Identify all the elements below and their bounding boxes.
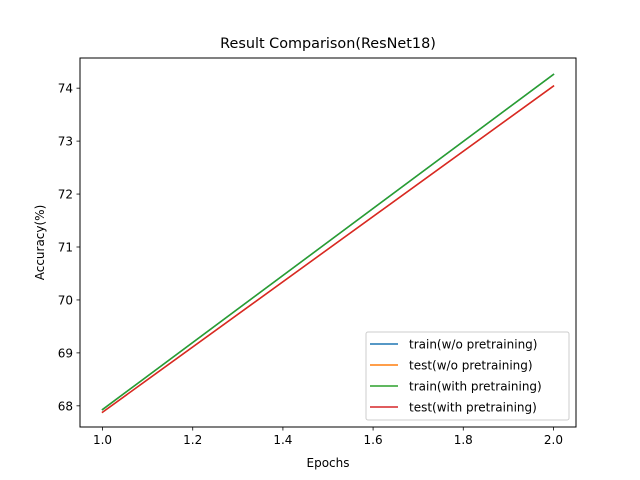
chart-title: Result Comparison(ResNet18) bbox=[220, 36, 436, 52]
legend: train(w/o pretraining) test(w/o pretraini… bbox=[365, 331, 570, 421]
legend-box bbox=[365, 331, 570, 421]
x-tick-label: 1.0 bbox=[93, 433, 112, 447]
legend-label: train(w/o pretraining) bbox=[409, 338, 537, 352]
y-axis-label: Accuracy(%) bbox=[33, 205, 47, 281]
plot-area bbox=[79, 57, 577, 428]
x-tick-label: 1.2 bbox=[183, 433, 202, 447]
y-tick-label: 74 bbox=[58, 82, 73, 96]
series-line bbox=[101, 85, 555, 414]
legend-label: test(w/o pretraining) bbox=[409, 359, 533, 373]
legend-label: train(with pretraining) bbox=[409, 380, 542, 394]
x-tick-label: 1.8 bbox=[454, 433, 473, 447]
x-axis-label: Epochs bbox=[307, 456, 350, 470]
x-tick-label: 1.6 bbox=[364, 433, 383, 447]
y-tick-label: 69 bbox=[58, 346, 73, 360]
legend-label: test(with pretraining) bbox=[409, 401, 537, 415]
series-line bbox=[101, 73, 555, 411]
x-tick-label: 2.0 bbox=[544, 433, 563, 447]
y-tick-label: 73 bbox=[58, 135, 73, 149]
y-axis-ticks: 68 69 70 71 72 73 74 bbox=[58, 82, 80, 413]
x-tick-label: 1.4 bbox=[273, 433, 292, 447]
legend-items: train(w/o pretraining) test(w/o pretraini… bbox=[370, 338, 542, 415]
x-axis-ticks: 1.0 1.2 1.4 1.6 1.8 2.0 bbox=[93, 427, 563, 447]
y-tick-label: 71 bbox=[58, 241, 73, 255]
y-tick-label: 68 bbox=[58, 399, 73, 413]
series-layer bbox=[101, 73, 555, 414]
y-tick-label: 72 bbox=[58, 188, 73, 202]
axes-frame bbox=[79, 57, 577, 428]
y-tick-label: 70 bbox=[58, 293, 73, 307]
